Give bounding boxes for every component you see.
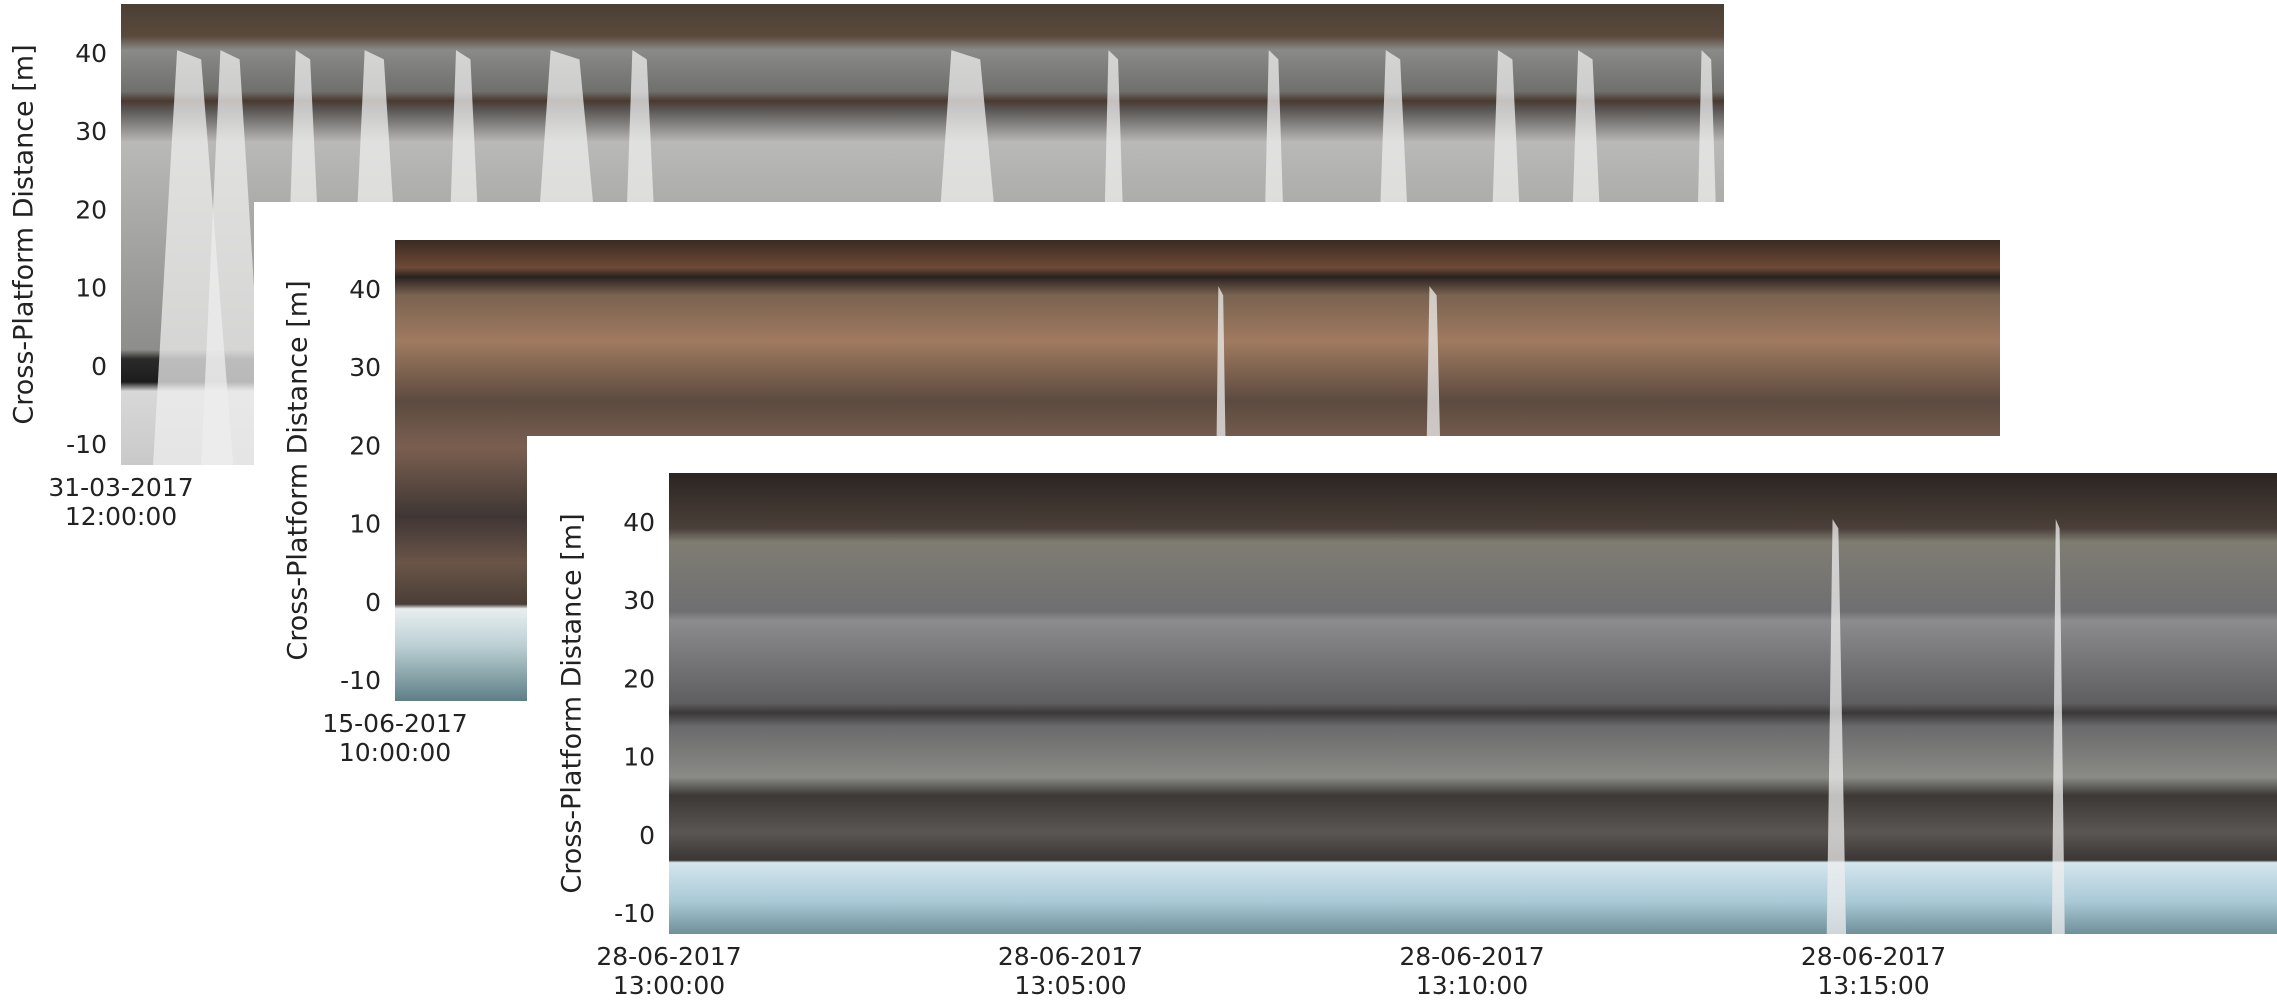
y-tick-label: 0	[365, 588, 381, 617]
y-axis-label: Cross-Platform Distance [m]	[9, 44, 40, 424]
y-tick-label: 40	[623, 508, 655, 537]
x-tick-date: 31-03-2017	[48, 473, 193, 502]
y-tick-label: 10	[349, 510, 381, 539]
x-tick-date: 28-06-2017	[1801, 942, 1946, 971]
y-tick-label: 10	[75, 274, 107, 303]
y-tick-label: 30	[349, 353, 381, 382]
x-tick-time: 13:00:00	[613, 971, 725, 1000]
y-tick-label: 20	[349, 431, 381, 460]
timestack-image	[669, 473, 2277, 934]
y-tick-label: 0	[639, 821, 655, 850]
y-tick-label: 30	[75, 117, 107, 146]
y-tick-label: -10	[340, 666, 381, 695]
y-axis-label: Cross-Platform Distance [m]	[557, 513, 588, 893]
x-tick-date: 28-06-2017	[596, 942, 741, 971]
panel: -10 0 10 20 30 40 Cross-Platform Distance [m] 2…	[527, 436, 2277, 1003]
x-tick-date: 28-06-2017	[1399, 942, 1544, 971]
x-tick-date: 28-06-2017	[998, 942, 1143, 971]
x-tick-time: 10:00:00	[339, 738, 451, 767]
y-tick-label: 10	[623, 743, 655, 772]
x-tick-time: 13:05:00	[1014, 971, 1126, 1000]
x-tick-time: 12:00:00	[65, 502, 177, 531]
y-tick-label: -10	[614, 899, 655, 928]
y-axis-label: Cross-Platform Distance [m]	[283, 280, 314, 660]
wave-streak	[2051, 519, 2065, 934]
y-tick-label: 40	[75, 39, 107, 68]
x-tick-date: 15-06-2017	[322, 709, 467, 738]
y-tick-label: 0	[91, 352, 107, 381]
y-tick-label: 30	[623, 586, 655, 615]
y-tick-label: 40	[349, 275, 381, 304]
x-tick-time: 13:15:00	[1817, 971, 1929, 1000]
y-tick-label: 20	[623, 664, 655, 693]
wave-streak	[201, 50, 266, 465]
wave-streak	[1826, 519, 1847, 934]
x-tick-time: 13:10:00	[1416, 971, 1528, 1000]
y-tick-label: 20	[75, 195, 107, 224]
y-tick-label: -10	[66, 430, 107, 459]
